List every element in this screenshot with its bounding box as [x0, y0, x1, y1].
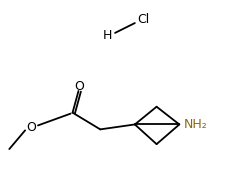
Text: O: O: [75, 79, 84, 93]
Text: O: O: [26, 121, 36, 134]
Text: Cl: Cl: [137, 13, 149, 26]
Text: H: H: [103, 29, 112, 42]
Text: NH₂: NH₂: [183, 118, 207, 131]
